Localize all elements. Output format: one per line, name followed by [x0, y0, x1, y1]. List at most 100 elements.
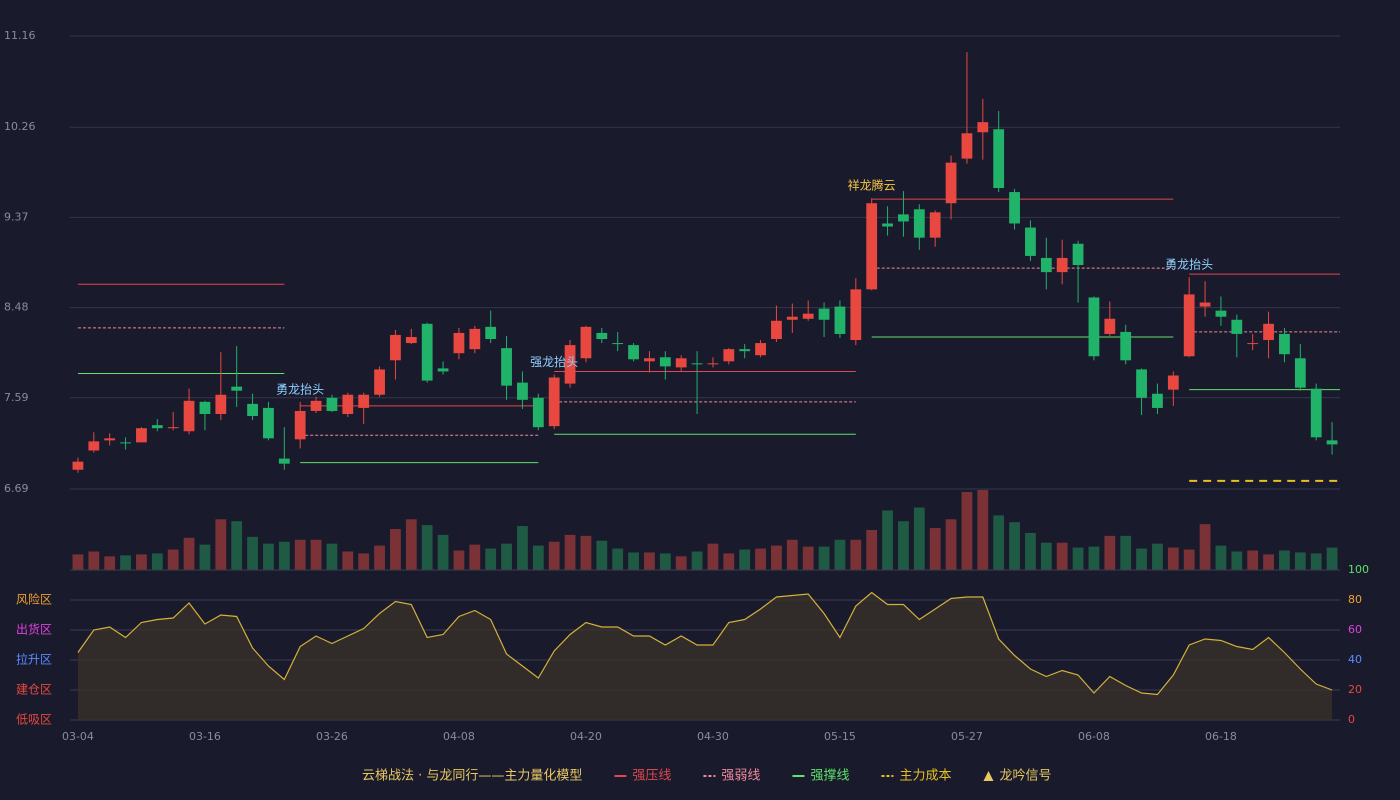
- candle-body: [358, 394, 370, 408]
- candle-body: [628, 345, 639, 360]
- volume-bar: [1263, 554, 1274, 570]
- volume-bar: [374, 545, 385, 570]
- candle-body: [88, 441, 100, 451]
- volume-bar: [628, 552, 639, 570]
- volume-bar: [1104, 535, 1116, 570]
- x-tick-label: 05-15: [824, 730, 856, 743]
- candle-body: [1056, 257, 1068, 273]
- volume-bar: [755, 548, 766, 570]
- x-tick-label: 06-08: [1078, 730, 1110, 743]
- volume-bar: [1326, 547, 1338, 570]
- candle-body: [72, 461, 84, 470]
- volume-bar: [263, 543, 274, 570]
- candle-body: [1136, 369, 1147, 398]
- volume-bar: [659, 553, 671, 570]
- candle-body: [1294, 358, 1306, 388]
- volume-bar: [866, 530, 878, 570]
- candle-body: [247, 403, 258, 417]
- legend-swatch: [983, 771, 994, 781]
- volume-bar: [977, 490, 989, 570]
- signal-label: 勇龙抬头: [276, 382, 324, 396]
- volume-bar: [310, 539, 322, 570]
- volume-bar: [485, 548, 497, 570]
- candle-body: [390, 334, 401, 361]
- candle-body: [1009, 192, 1020, 224]
- volume-bar: [501, 543, 512, 570]
- candle-body: [977, 122, 989, 133]
- volume-bar: [231, 521, 243, 570]
- candle-body: [675, 358, 687, 368]
- candle-body: [263, 407, 274, 439]
- volume-bar: [278, 541, 290, 570]
- zone-label: 低吸区: [16, 713, 52, 727]
- volume-bar: [882, 510, 893, 570]
- candle-body: [469, 328, 481, 350]
- candle-body: [644, 358, 655, 362]
- candle-body: [882, 223, 893, 227]
- y2-tick-label: 60: [1348, 623, 1362, 636]
- legend-label: 强弱线: [721, 769, 760, 784]
- zone-label: 出货区: [16, 622, 52, 637]
- candle-body: [945, 162, 957, 204]
- candle-body: [326, 397, 338, 411]
- candle-body: [898, 214, 909, 222]
- volume-bar: [1136, 548, 1147, 570]
- volume-bar: [405, 519, 417, 570]
- volume-bar: [818, 546, 830, 570]
- volume-bar: [612, 548, 624, 570]
- volume-bar: [136, 554, 147, 570]
- volume-bar: [691, 551, 703, 570]
- area: [77, 592, 1333, 720]
- volume-bar: [88, 551, 100, 570]
- candle-body: [771, 320, 782, 340]
- volume-bar: [945, 519, 957, 570]
- volume-bar: [1215, 545, 1227, 570]
- candle-body: [1326, 440, 1338, 445]
- candle-body: [405, 336, 417, 344]
- candle-body: [437, 368, 449, 372]
- volume-bar: [707, 543, 719, 570]
- candle-body: [183, 400, 195, 432]
- candle-body: [1104, 318, 1116, 334]
- volume-bar: [532, 545, 544, 570]
- candle-body: [517, 382, 528, 400]
- y-tick-label: 10.26: [4, 120, 36, 133]
- volume-bar: [898, 521, 909, 570]
- volume-bar: [548, 541, 560, 570]
- candle-body: [1183, 294, 1195, 357]
- volume-bar: [104, 556, 116, 570]
- candle-body: [215, 394, 227, 415]
- x-tick-label: 04-20: [570, 730, 602, 743]
- candle-body: [136, 428, 147, 443]
- candle-body: [120, 442, 131, 444]
- volume-bar: [1088, 546, 1100, 570]
- volume-bar: [675, 556, 687, 570]
- legend-label: 强压线: [632, 769, 671, 784]
- candle-body: [342, 394, 354, 415]
- volume-bar: [1072, 547, 1084, 570]
- candle-body: [278, 458, 290, 464]
- candle-body: [1088, 297, 1100, 357]
- volume-bar: [644, 552, 655, 570]
- volume-bar: [437, 534, 449, 570]
- candle-body: [929, 212, 941, 238]
- volume-bar: [1199, 524, 1211, 570]
- x-tick-label: 03-16: [189, 730, 221, 743]
- candle-body: [1310, 388, 1322, 438]
- volume-bar: [580, 535, 592, 570]
- candle-body: [993, 129, 1005, 189]
- candle-body: [151, 425, 163, 429]
- volume-bar: [1247, 550, 1259, 570]
- volume-bar: [151, 553, 163, 570]
- candle-body: [421, 323, 433, 381]
- candle-body: [374, 369, 385, 395]
- candle-body: [1040, 257, 1052, 273]
- candle-body: [580, 326, 592, 359]
- y-tick-label: 11.16: [4, 29, 36, 42]
- signal-label: 勇龙抬头: [1165, 258, 1213, 272]
- candle-body: [1231, 319, 1243, 334]
- x-tick-label: 05-27: [951, 730, 983, 743]
- candle-body: [1120, 331, 1132, 361]
